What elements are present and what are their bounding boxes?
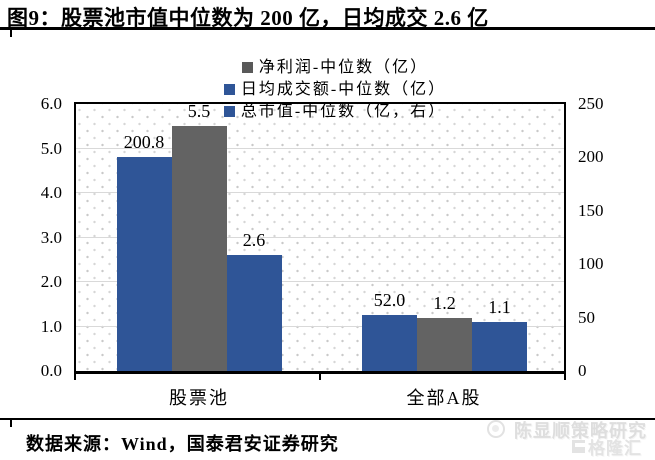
y-axis-right: 250 200 150 100 50 0: [576, 94, 646, 380]
axis-tick-label: 0: [578, 361, 587, 380]
axis-tick-label: 1.0: [40, 316, 62, 336]
title-underline: [0, 27, 655, 30]
bar: [472, 322, 527, 371]
legend-item: 日均成交额-中位数（亿）: [223, 81, 447, 98]
axis-tick-label: 2.0: [40, 272, 62, 291]
axis-tick: [74, 372, 76, 380]
chart-legend: 净利润-中位数（亿） 日均成交额-中位数（亿） 总市值-中位数（亿，右）: [150, 59, 520, 120]
bar-value-label: 5.5: [187, 101, 211, 122]
axis-tick-label: 0.0: [40, 361, 62, 380]
axis-tick-label: 250: [578, 94, 604, 113]
axis-tick-label: 200: [578, 147, 604, 167]
y-axis-left: 6.0 5.0 4.0 3.0 2.0 1.0 0.0: [0, 94, 64, 380]
legend-swatch: [241, 62, 253, 73]
chart-title: 图9：股票池市值中位数为 200 亿，日均成交 2.6 亿: [7, 6, 489, 30]
axis-tick: [564, 372, 566, 380]
axis-tick-label: 150: [578, 200, 604, 220]
axis-tick-label: 3.0: [40, 227, 62, 247]
brand-watermark-text: 格隆汇: [588, 439, 642, 458]
analyst-watermark: 陈显顺策略研究: [514, 421, 647, 441]
legend-item: 净利润-中位数（亿）: [241, 59, 429, 76]
source-note: 数据来源：Wind，国泰君安证券研究: [26, 434, 339, 454]
legend-item: 总市值-中位数（亿，右）: [223, 103, 447, 120]
axis-tick-label: 4.0: [40, 183, 62, 202]
gridline: [76, 147, 564, 149]
legend-label: 日均成交额-中位数（亿）: [240, 81, 447, 98]
footer-separator-line: [0, 418, 655, 420]
category-label: 股票池: [169, 388, 229, 408]
bar: [171, 126, 227, 371]
legend-label: 总市值-中位数（亿，右）: [240, 103, 447, 120]
bar-value-label: 1.2: [433, 292, 456, 313]
title-underline-tick: [10, 30, 12, 37]
bar-value-label: 200.8: [123, 131, 165, 152]
bar: [226, 255, 282, 371]
legend-swatch: [223, 106, 235, 117]
axis-tick-label: 100: [578, 254, 604, 274]
gridline: [76, 325, 564, 327]
bar-value-label: 1.1: [488, 297, 511, 318]
gridline: [76, 192, 564, 193]
axis-tick-label: 5.0: [40, 138, 62, 158]
bar-value-label: 2.6: [242, 230, 266, 251]
axis-tick-label: 50: [578, 307, 595, 327]
axis-tick: [319, 372, 321, 380]
brand-watermark: 格隆汇: [572, 434, 642, 459]
brand-logo-icon: [572, 440, 585, 453]
bar-value-label: 52.0: [373, 290, 406, 311]
bar: [362, 315, 417, 371]
gridline: [76, 236, 564, 238]
category-label: 全部A股: [406, 388, 482, 408]
plot-area: 200.8 52.0 5.5 1.2 2.6 1.1: [74, 101, 566, 374]
legend-label: 净利润-中位数（亿）: [258, 59, 429, 76]
bar: [116, 156, 172, 371]
axis-tick-label: 6.0: [40, 94, 62, 113]
analyst-watermark-icon: [487, 420, 505, 438]
gridline: [76, 281, 564, 282]
legend-swatch: [223, 84, 235, 95]
bar: [417, 317, 472, 371]
footer-separator-tick: [10, 420, 12, 427]
